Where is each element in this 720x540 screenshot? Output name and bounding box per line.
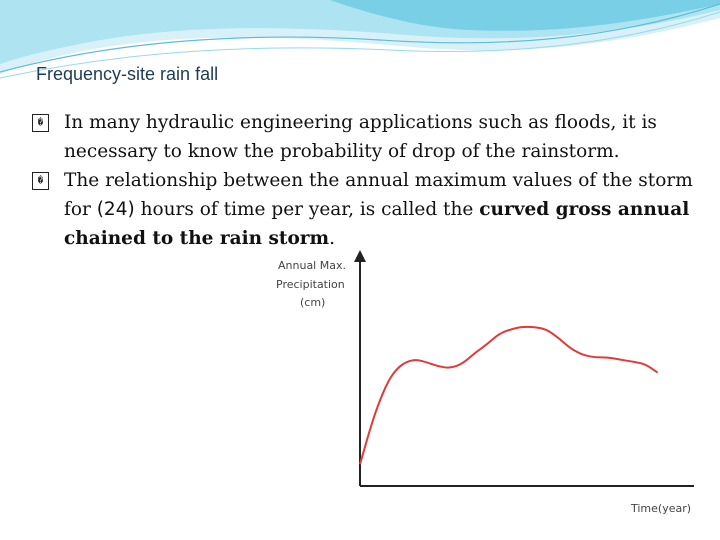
bullet-item: � The relationship between the annual ma…	[30, 166, 706, 253]
y-axis-label-line: Precipitation	[276, 278, 345, 291]
bullet-text: The relationship between the annual maxi…	[64, 170, 693, 220]
bullet-list: � In many hydraulic engineering applicat…	[30, 108, 706, 253]
bullet-text: hours of time per year, is called the	[134, 199, 480, 220]
bullet-bold-term: curved gross annual chained to the rain …	[64, 199, 690, 249]
bullet-text: In many hydraulic engineering applicatio…	[64, 112, 657, 162]
y-axis-arrow-icon	[354, 250, 366, 262]
rainfall-chart: Annual Max. Precipitation (cm) Time(year…	[276, 250, 694, 515]
x-axis-label: Time(year)	[630, 502, 691, 515]
bullet-item: � In many hydraulic engineering applicat…	[30, 108, 706, 166]
header-wave-decoration	[0, 0, 720, 79]
series-layer	[359, 325, 659, 465]
y-axis-label-line: (cm)	[300, 296, 325, 309]
bullet-number: (24)	[96, 199, 135, 220]
bullet-glyph-icon: �	[32, 172, 49, 190]
slide-title: Frequency-site rain fall	[36, 64, 219, 84]
bullet-text: .	[329, 228, 336, 249]
precipitation-series-line	[359, 325, 659, 465]
y-axis-label-line: Annual Max.	[278, 259, 346, 272]
bullet-glyph-icon: �	[32, 114, 49, 132]
